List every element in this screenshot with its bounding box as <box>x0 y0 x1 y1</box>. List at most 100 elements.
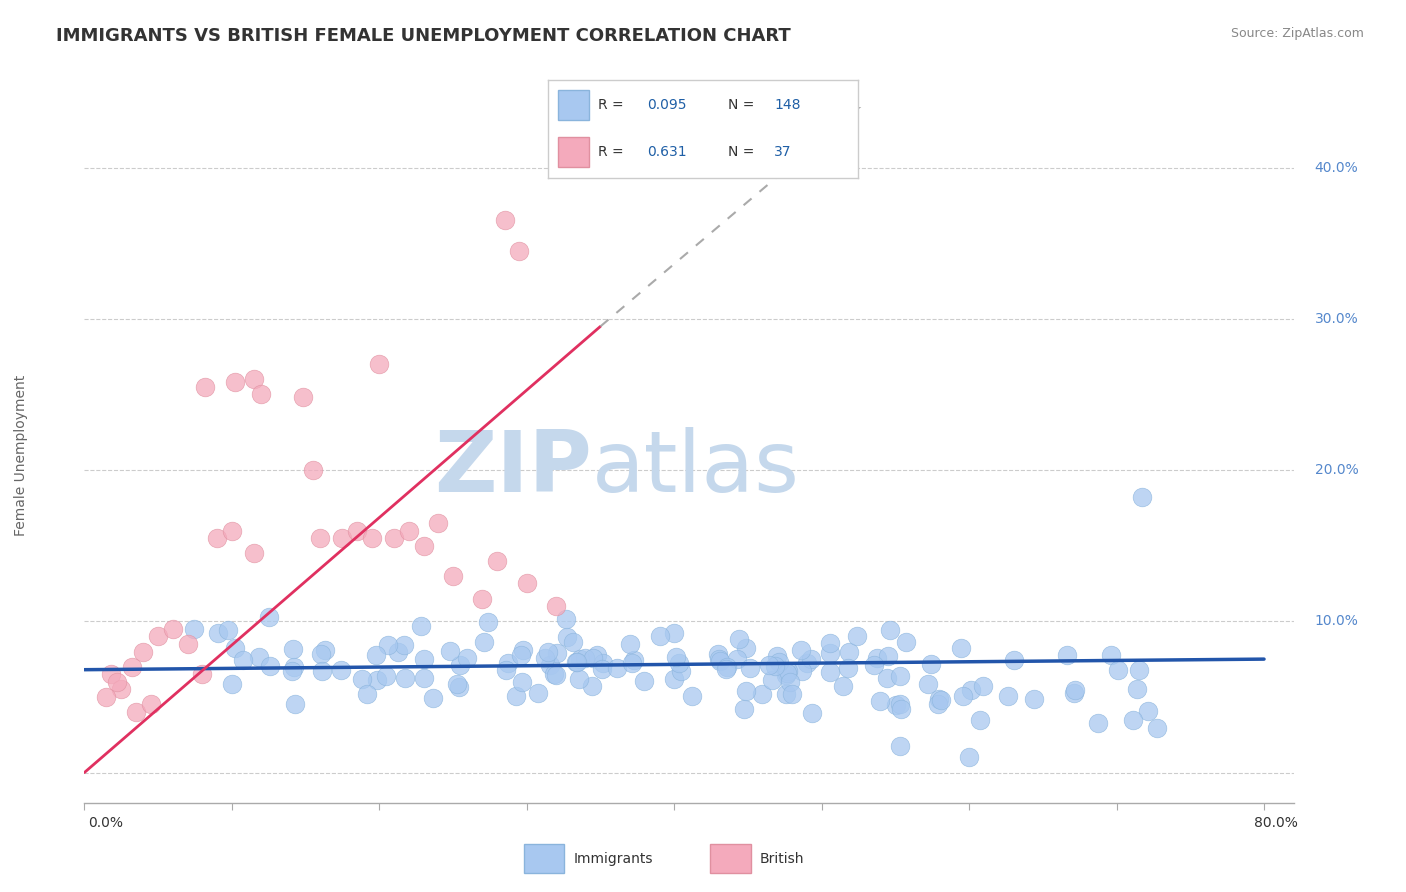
Text: 37: 37 <box>775 145 792 159</box>
Point <box>665 649 688 664</box>
Point <box>366 673 388 687</box>
Point <box>494 213 516 227</box>
Point <box>619 637 641 651</box>
Point <box>623 653 645 667</box>
Point <box>512 643 534 657</box>
Point <box>243 546 266 560</box>
Point <box>368 357 391 371</box>
Text: British: British <box>759 852 804 865</box>
Point <box>224 376 246 390</box>
Point <box>224 640 246 655</box>
Text: R =: R = <box>598 98 623 112</box>
Point <box>917 677 939 691</box>
Point <box>146 629 169 643</box>
Point <box>449 657 471 672</box>
Point <box>205 531 228 545</box>
Point <box>779 674 801 689</box>
Text: Immigrants: Immigrants <box>574 852 652 865</box>
Text: 0.631: 0.631 <box>647 145 688 159</box>
Point <box>606 661 628 675</box>
Point <box>330 663 353 677</box>
Point <box>537 645 560 659</box>
Point <box>221 524 243 538</box>
Point <box>972 680 994 694</box>
Point <box>281 665 304 679</box>
Text: 20.0%: 20.0% <box>1315 463 1358 477</box>
Point <box>311 665 333 679</box>
Point <box>176 637 198 651</box>
Point <box>725 651 748 665</box>
Point <box>778 664 800 678</box>
Point <box>486 554 509 568</box>
FancyBboxPatch shape <box>710 844 751 873</box>
Text: 80.0%: 80.0% <box>1254 816 1298 830</box>
Point <box>620 656 643 670</box>
Point <box>832 679 855 693</box>
Point <box>121 659 143 673</box>
Point <box>928 691 950 706</box>
Point <box>309 647 332 661</box>
Point <box>207 626 229 640</box>
Point <box>889 669 911 683</box>
Point <box>456 650 478 665</box>
Point <box>894 634 917 648</box>
Point <box>221 677 243 691</box>
Point <box>183 623 205 637</box>
Point <box>194 380 217 394</box>
Point <box>581 679 603 693</box>
Point <box>889 697 911 711</box>
Text: 10.0%: 10.0% <box>1315 615 1358 628</box>
Point <box>1107 663 1129 677</box>
Point <box>555 631 578 645</box>
Text: 0.0%: 0.0% <box>89 816 124 830</box>
Point <box>568 673 591 687</box>
Point <box>879 623 901 637</box>
Point <box>792 665 814 679</box>
Point <box>565 656 588 670</box>
Point <box>648 630 671 644</box>
Point <box>664 626 686 640</box>
Point <box>283 660 305 674</box>
Point <box>1099 648 1122 662</box>
Point <box>441 569 464 583</box>
Point <box>735 641 758 656</box>
Point <box>364 648 387 662</box>
Point <box>714 661 737 675</box>
Point <box>543 667 565 681</box>
Point <box>1063 686 1085 700</box>
FancyBboxPatch shape <box>558 137 589 167</box>
Point <box>775 668 797 682</box>
Point <box>125 705 148 719</box>
Point <box>664 672 686 686</box>
Text: 148: 148 <box>775 98 800 112</box>
Point <box>1063 683 1085 698</box>
Point <box>533 650 555 665</box>
Text: N =: N = <box>728 98 754 112</box>
Point <box>869 693 891 707</box>
Point <box>257 610 280 624</box>
Point <box>510 675 533 690</box>
Text: Female Unemployment: Female Unemployment <box>14 375 28 535</box>
Point <box>232 652 254 666</box>
Point <box>332 531 354 545</box>
Point <box>997 690 1019 704</box>
Point <box>471 591 494 606</box>
Point <box>314 643 336 657</box>
Point <box>949 641 972 656</box>
Point <box>284 697 307 711</box>
Point <box>782 687 804 701</box>
Point <box>1130 490 1153 504</box>
Point <box>217 623 239 637</box>
Point <box>734 684 756 698</box>
Point <box>422 690 444 705</box>
Point <box>495 663 517 677</box>
Point <box>763 659 786 673</box>
Point <box>569 652 592 666</box>
Point <box>565 655 588 669</box>
Point <box>927 697 949 711</box>
Point <box>837 661 859 675</box>
Point <box>709 652 731 666</box>
Point <box>709 654 731 668</box>
Point <box>162 622 184 636</box>
Point <box>728 632 751 646</box>
